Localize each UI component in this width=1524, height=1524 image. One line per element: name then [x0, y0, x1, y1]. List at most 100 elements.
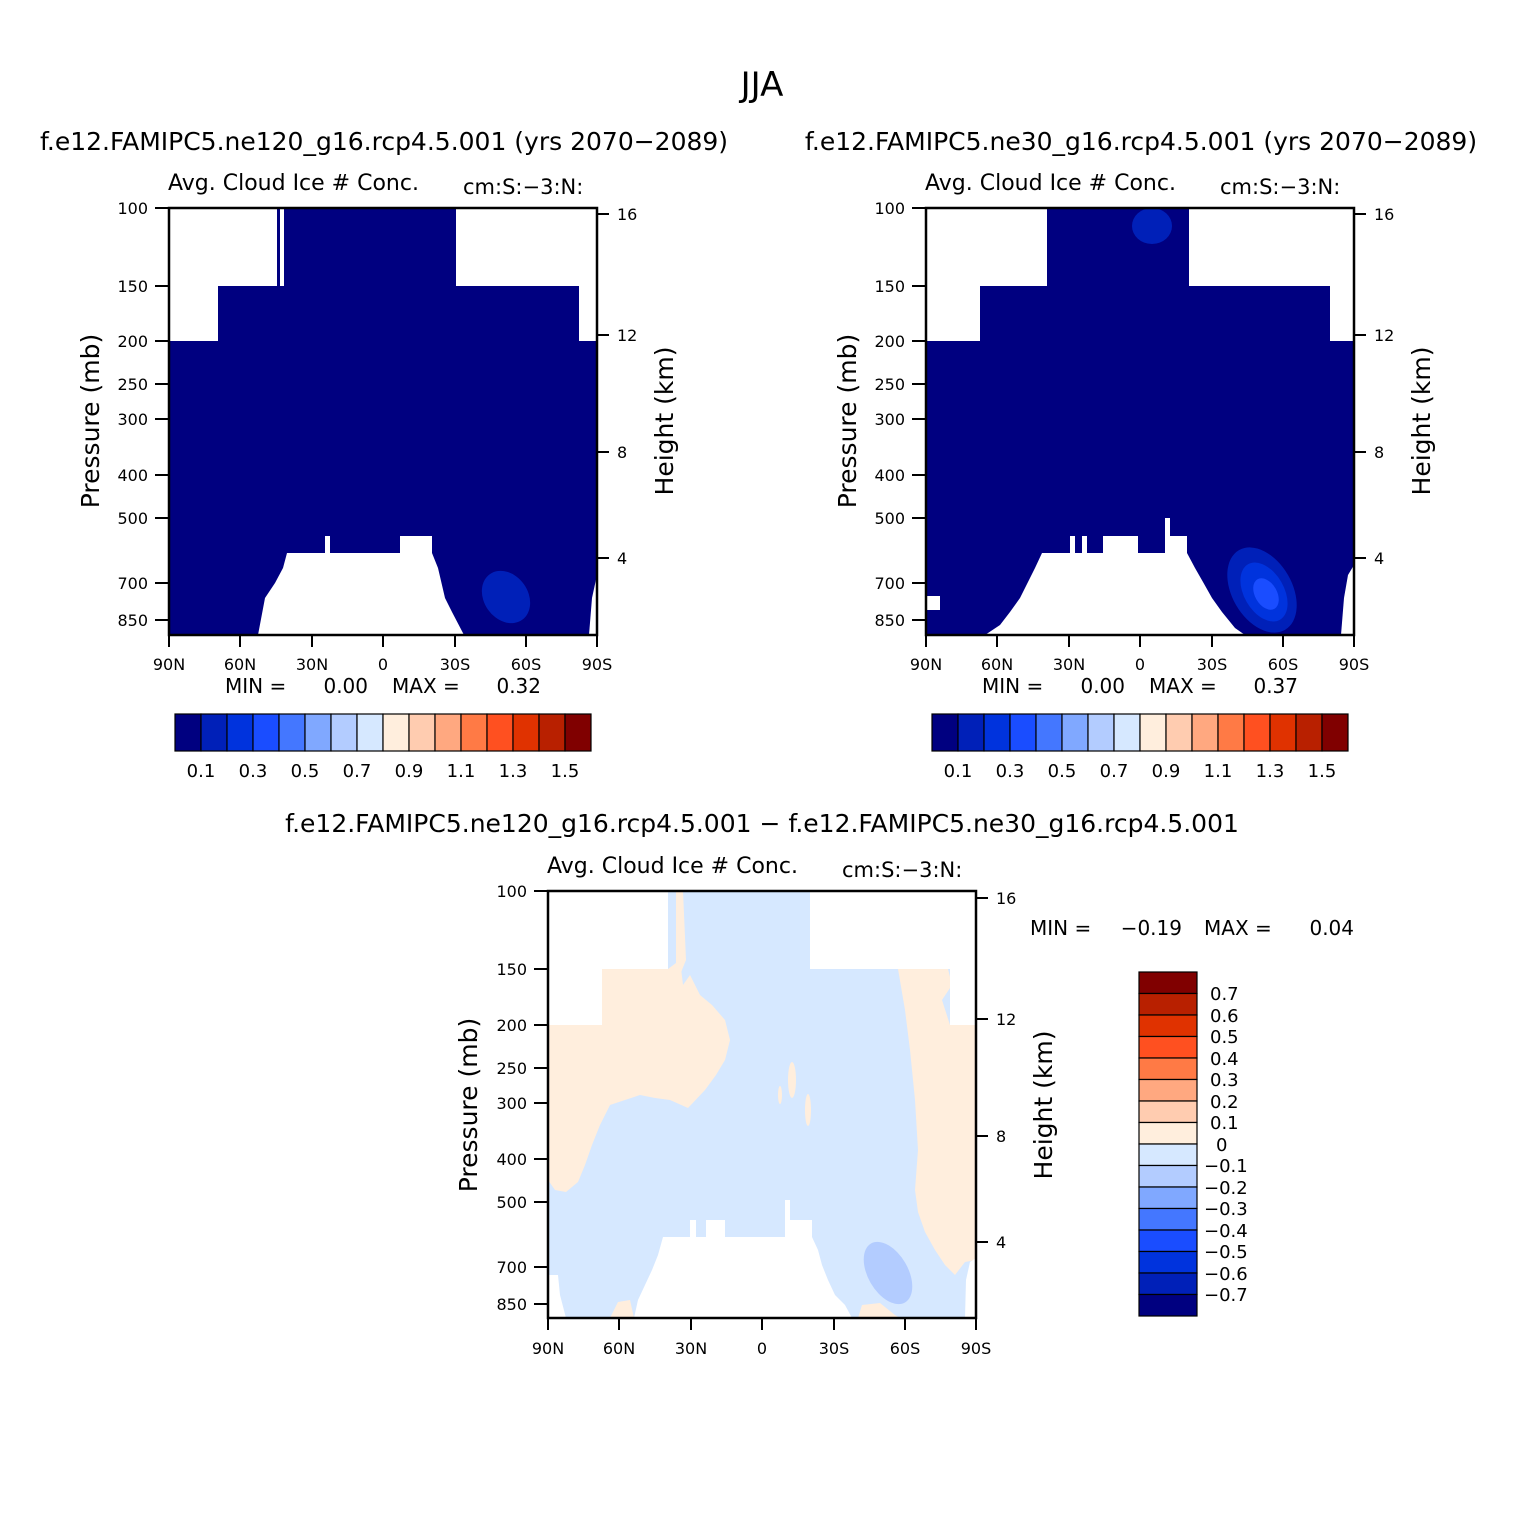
panel-2-y-ticks: 100 150 200 250 300 400 500 700 850 [874, 199, 905, 630]
panel-3-min-label: MIN = [1030, 916, 1091, 940]
y-tick-label: 100 [117, 199, 148, 218]
panel-3-colorbar [1138, 971, 1198, 1317]
colorbar-label: −0.5 [1204, 1242, 1248, 1263]
panel-1: f.e12.FAMIPC5.ne120_g16.rcp4.5.001 (yrs … [40, 127, 728, 782]
colorbar-box [983, 713, 1011, 752]
x-tick-label: 90S [961, 1339, 992, 1358]
panel-3-missing-bottom [634, 1200, 852, 1318]
x-tick-label: 60N [603, 1339, 635, 1358]
panel-3-ylabel: Pressure (mb) [454, 1018, 483, 1192]
colorbar-box [252, 713, 280, 752]
panel-2-blob-inner [1253, 578, 1279, 610]
panel-1-y2label: Height (km) [650, 347, 679, 496]
panel-3-max-label: MAX = [1204, 916, 1272, 940]
colorbar-box [200, 713, 228, 752]
x-tick-label: 60N [224, 655, 256, 674]
colorbar-box [174, 713, 202, 752]
colorbar-label: 0.7 [1100, 761, 1129, 782]
panel-1-y2-ticks: 16 12 8 4 [617, 205, 637, 568]
x-tick-label: 30S [819, 1339, 850, 1358]
y2-tick-label: 12 [1374, 326, 1394, 345]
colorbar-label: 0.5 [1048, 761, 1077, 782]
panel-1-units: cm:S:−3:N: [463, 175, 583, 199]
colorbar-label: 0.1 [1210, 1113, 1239, 1134]
x-tick-label: 60S [890, 1339, 921, 1358]
panel-2-units: cm:S:−3:N: [1220, 175, 1340, 199]
colorbar-box [226, 713, 254, 752]
panel-3-max-value: 0.04 [1309, 916, 1354, 940]
colorbar-label: 0.7 [343, 761, 372, 782]
y-tick-label: 200 [874, 332, 905, 351]
panel-1-ylabel: Pressure (mb) [76, 334, 105, 508]
x-tick-label: 60S [1268, 655, 1299, 674]
colorbar-box [1217, 713, 1245, 752]
colorbar-box [1138, 1272, 1198, 1296]
y-tick-label: 250 [496, 1059, 527, 1078]
panel-2-max-label: MAX = [1149, 674, 1217, 698]
panel-3-case: f.e12.FAMIPC5.ne120_g16.rcp4.5.001 − f.e… [285, 809, 1239, 838]
panel-3-y2-tick-marks [976, 897, 988, 1243]
y-tick-label: 850 [874, 611, 905, 630]
colorbar-box [1035, 713, 1063, 752]
colorbar-label: −0.7 [1204, 1285, 1248, 1306]
y-tick-label: 700 [874, 574, 905, 593]
y-tick-label: 300 [874, 410, 905, 429]
colorbar-label: 1.1 [1204, 761, 1233, 782]
panel-2-missing-top-right [1189, 208, 1354, 341]
panel-2-missing-bottom [985, 518, 1245, 635]
colorbar-label: 0.1 [187, 761, 216, 782]
panel-3-positive-left [548, 960, 730, 1192]
panel-3-positive-spot-3 [778, 1086, 782, 1104]
colorbar-box [1138, 1100, 1198, 1124]
colorbar-label: 0.3 [1210, 1070, 1239, 1091]
x-tick-label: 90N [910, 655, 942, 674]
panel-3-colorbar-labels: 0.7 0.6 0.5 0.4 0.3 0.2 0.1 0 −0.1 −0.2 … [1204, 984, 1248, 1306]
panel-2-x-tick-marks [925, 635, 1355, 647]
panel-2-ylabel: Pressure (mb) [833, 334, 862, 508]
colorbar-box [1138, 971, 1198, 995]
x-tick-label: 30S [1197, 655, 1228, 674]
panel-3-x-tick-marks [547, 1318, 977, 1330]
y-tick-label: 200 [496, 1016, 527, 1035]
colorbar-box [957, 713, 985, 752]
panel-3-x-ticks: 90N 60N 30N 0 30S 60S 90S [532, 1339, 991, 1358]
figure-title: JJA [739, 65, 784, 105]
y-tick-label: 300 [496, 1094, 527, 1113]
panel-3-positive-spot-2 [805, 1094, 811, 1126]
colorbar-box [931, 713, 959, 752]
panel-1-plot-area [167, 206, 599, 637]
x-tick-label: 0 [757, 1339, 767, 1358]
panel-2-y2-ticks: 16 12 8 4 [1374, 205, 1394, 568]
y-tick-label: 250 [874, 375, 905, 394]
panel-1-x-tick-marks [168, 635, 598, 647]
colorbar-label: −0.3 [1204, 1199, 1248, 1220]
colorbar-label: 0.5 [291, 761, 320, 782]
colorbar-box [304, 713, 332, 752]
panel-3-missing-bottom-left [548, 1275, 566, 1318]
panel-3-units: cm:S:−3:N: [842, 858, 962, 882]
colorbar-box [1138, 992, 1198, 1016]
colorbar-box [1191, 713, 1219, 752]
colorbar-box [1138, 1164, 1198, 1188]
y-tick-label: 850 [117, 611, 148, 630]
panel-1-missing-bottom-right [589, 575, 597, 635]
colorbar-label: 1.5 [551, 761, 580, 782]
colorbar-box [486, 713, 514, 752]
panel-1-blob [481, 570, 531, 624]
panel-3-missing-spike [676, 891, 686, 975]
colorbar-box [1138, 1250, 1198, 1274]
colorbar-box [1138, 1014, 1198, 1038]
colorbar-box [1138, 1143, 1198, 1167]
colorbar-box [1321, 713, 1349, 752]
panel-2-colorbar-labels: 0.1 0.3 0.5 0.7 0.9 1.1 1.3 1.5 [944, 761, 1337, 782]
colorbar-label: 1.3 [499, 761, 528, 782]
y-tick-label: 200 [117, 332, 148, 351]
x-tick-label: 90N [532, 1339, 564, 1358]
x-tick-label: 60N [981, 655, 1013, 674]
panel-3-missing-top-right [810, 891, 976, 1025]
panel-3: f.e12.FAMIPC5.ne120_g16.rcp4.5.001 − f.e… [285, 809, 1354, 1358]
colorbar-label: 0.4 [1210, 1049, 1239, 1070]
panel-2-max-value: 0.37 [1253, 674, 1298, 698]
y2-tick-label: 16 [996, 889, 1016, 908]
colorbar-box [1138, 1186, 1198, 1210]
